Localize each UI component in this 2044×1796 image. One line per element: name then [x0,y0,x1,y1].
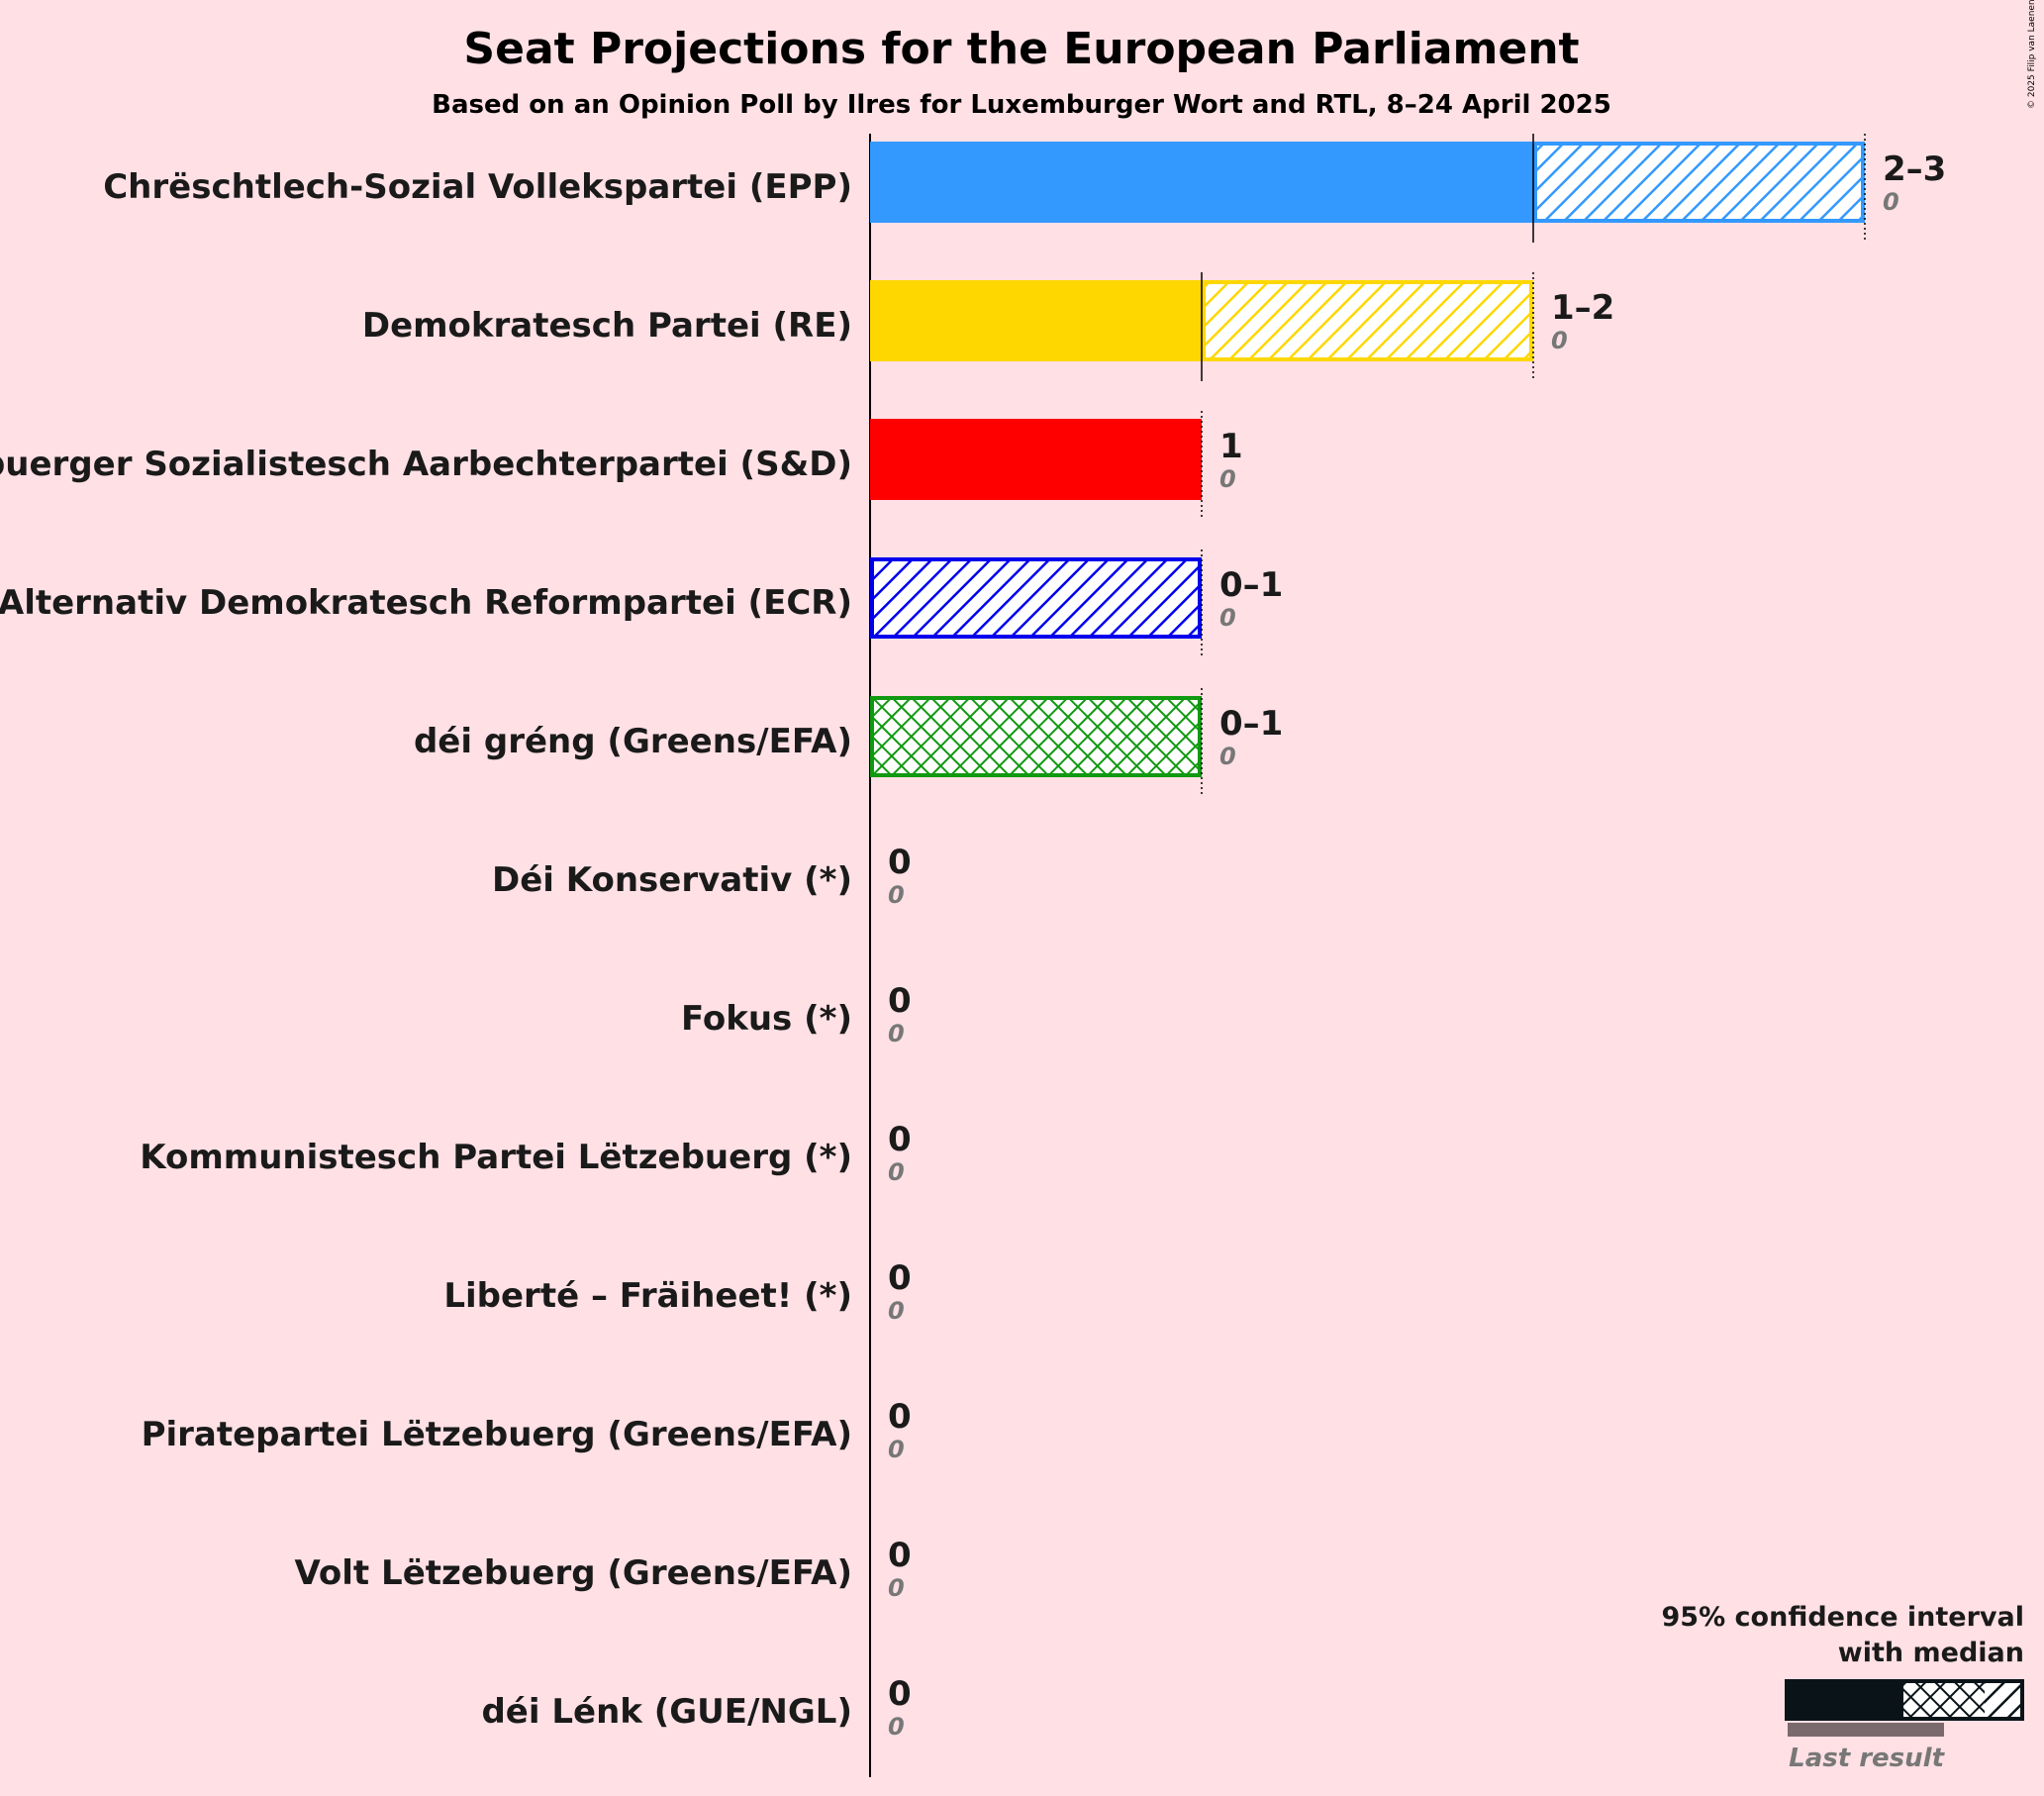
legend-last-result-swatch [1788,1723,1944,1737]
seat-range-label: 0 [888,1397,912,1437]
last-result-label: 0 [888,1158,905,1186]
party-name-label: Kommunistesch Partei Lëtzebuerg (*) [140,1138,852,1177]
seat-range-label: 1–2 [1551,288,1614,328]
bars-layer: Chrëschtlech-Sozial Vollekspartei (EPP) 2… [0,134,1946,1777]
seat-range-label: 0 [888,843,912,882]
party-row: Chrëschtlech-Sozial Vollekspartei (EPP) 2… [103,134,1946,243]
bar-solid-segment [870,419,1202,500]
chart-title: Seat Projections for the European Parlia… [463,24,1579,74]
party-row: Liberté – Fräiheet! (*) 00 [443,1258,911,1325]
party-row: Alternativ Demokratesch Reformpartei (EC… [0,549,1283,658]
party-name-label: Volt Lëtzebuerg (Greens/EFA) [294,1553,852,1593]
last-result-label: 0 [1219,743,1236,770]
legend-hatch-swatch [1985,1679,2024,1721]
party-name-label: Piratepartei Lëtzebuerg (Greens/EFA) [142,1415,852,1454]
last-result-label: 0 [888,1574,905,1602]
seat-range-label: 2–3 [1883,150,1946,189]
party-name-label: Chrëschtlech-Sozial Vollekspartei (EPP) [103,167,852,207]
legend-median-label: with median [1838,1638,2024,1668]
bar-interval-outline [1533,142,1865,223]
last-result-label: 0 [1219,465,1236,493]
bar-hatch-segment [870,557,1202,639]
legend-ci-label: 95% confidence interval [1662,1602,2024,1633]
bar-interval-outline [870,557,1202,639]
chart-subtitle: Based on an Opinion Poll by Ilres for Lu… [432,90,1611,120]
legend-solid-swatch [1785,1679,1903,1721]
legend-crosshatch-swatch [1903,1679,1985,1721]
party-row: Kommunistesch Partei Lëtzebuerg (*) 00 [140,1120,911,1186]
party-row: Piratepartei Lëtzebuerg (Greens/EFA) 00 [142,1397,912,1463]
last-result-label: 0 [888,1713,905,1741]
bar-interval-outline [870,696,1202,777]
bar-solid-segment [870,280,1202,361]
last-result-label: 0 [888,1436,905,1463]
legend: 95% confidence interval with median Last r… [1662,1602,2024,1773]
bar-hatch-segment [1533,142,1865,223]
party-row: déi gréng (Greens/EFA) 0–10 [414,688,1283,797]
last-result-label: 0 [1551,327,1568,354]
bar-interval-outline [1202,280,1533,361]
last-result-label: 0 [888,1297,905,1325]
party-name-label: Demokratesch Partei (RE) [362,306,852,346]
bar-solid-segment [870,142,1533,223]
last-result-label: 0 [888,1020,905,1048]
bar-hatch-segment [1202,280,1533,361]
last-result-label: 0 [1219,604,1236,632]
party-row: Demokratesch Partei (RE) 1–20 [362,272,1614,381]
legend-outline [1785,1679,2024,1721]
party-name-label: Fokus (*) [681,999,852,1039]
last-result-label: 0 [888,881,905,909]
seat-range-label: 0 [888,1674,912,1714]
party-row: Lëtzebuerger Sozialistesch Aarbechterpar… [0,411,1243,520]
seat-range-label: 0–1 [1219,565,1283,605]
party-row: déi Lénk (GUE/NGL) 00 [481,1674,911,1741]
party-name-label: Lëtzebuerger Sozialistesch Aarbechterpar… [0,445,852,484]
party-name-label: déi Lénk (GUE/NGL) [481,1692,852,1732]
party-name-label: Liberté – Fräiheet! (*) [443,1276,852,1316]
seat-range-label: 0 [888,981,912,1021]
party-name-label: déi gréng (Greens/EFA) [414,722,852,761]
party-name-label: Déi Konservativ (*) [492,860,852,900]
bar-crosshatch-segment [870,696,1202,777]
legend-last-result-label: Last result [1789,1744,1945,1773]
party-name-label: Alternativ Demokratesch Reformpartei (EC… [0,583,852,623]
party-row: Déi Konservativ (*) 00 [492,843,912,909]
seat-range-label: 0 [888,1258,912,1298]
party-row: Fokus (*) 00 [681,981,912,1048]
seat-range-label: 0 [888,1120,912,1159]
party-row: Volt Lëtzebuerg (Greens/EFA) 00 [294,1536,911,1602]
copyright-note: © 2025 Filip van Laenen [2027,0,2037,109]
seat-range-label: 0–1 [1219,704,1283,744]
seat-range-label: 1 [1219,427,1243,466]
last-result-label: 0 [1883,188,1899,216]
seat-range-label: 0 [888,1536,912,1575]
